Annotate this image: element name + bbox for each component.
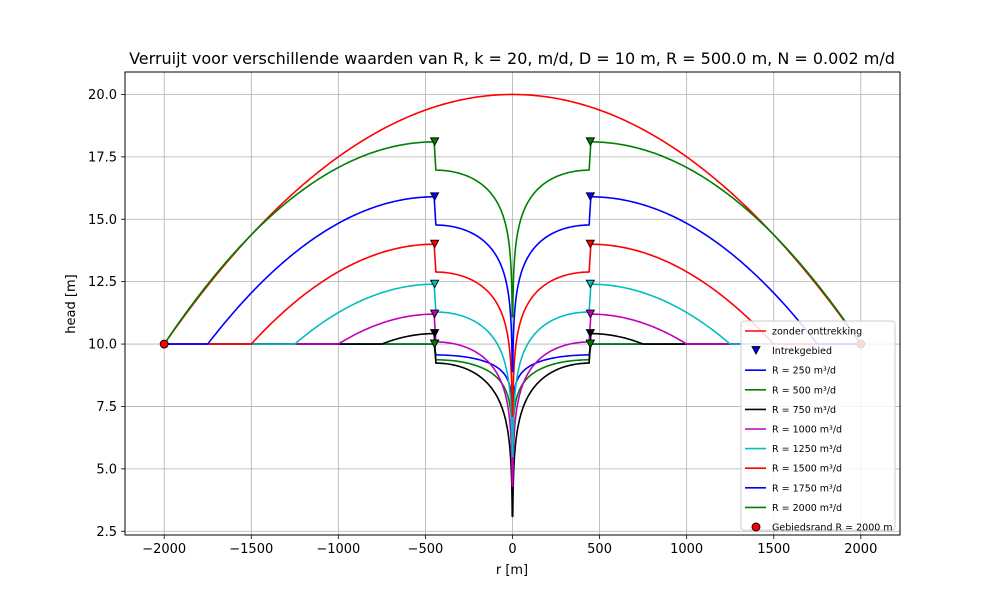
legend-label-9: R = 2000 m³/d: [772, 503, 842, 514]
x-tick-label: 500: [587, 542, 612, 557]
x-tick-label: 0: [508, 542, 516, 557]
x-tick-label: 2000: [844, 542, 877, 557]
intrekgebied-marker: [585, 339, 596, 349]
series-line-0: [163, 93, 862, 345]
legend-label-4: R = 750 m³/d: [772, 405, 836, 416]
legend-label-8: R = 1750 m³/d: [772, 483, 842, 494]
series-line-5: [164, 283, 861, 458]
intrekgebied-marker: [429, 329, 440, 339]
y-tick-label: 7.5: [96, 400, 117, 415]
legend-label-6: R = 1250 m³/d: [772, 444, 842, 455]
intrekgebied-marker: [585, 279, 596, 289]
intrekgebied-marker: [429, 239, 440, 249]
y-tick-label: 10.0: [88, 338, 117, 353]
x-tick-label: −500: [408, 542, 444, 557]
legend-label-1: Intrekgebied: [772, 346, 832, 357]
axis-ticks: −2000 −1500 −1000 −500 0 500 1000 1500 2000 2.5 5.…: [88, 88, 877, 557]
x-tick-label: −2000: [142, 542, 186, 557]
y-tick-label: 12.5: [88, 275, 117, 290]
y-tick-label: 2.5: [96, 525, 117, 540]
legend: zonder onttrekking Intrekgebied R = 250 m³…: [740, 320, 896, 534]
plot-markers: [159, 137, 866, 349]
legend-box: [740, 320, 896, 531]
y-tick-label: 17.5: [88, 150, 117, 165]
series-line-7: [164, 196, 861, 373]
chart-title: Verruijt voor verschillende waarden van …: [129, 49, 895, 68]
y-tick-label: 5.0: [96, 462, 117, 477]
legend-label-0: zonder onttrekking: [772, 327, 862, 338]
intrekgebied-marker: [429, 137, 440, 147]
series-line-8: [163, 141, 862, 345]
intrekgebied-marker: [585, 192, 596, 202]
intrekgebied-marker: [429, 309, 440, 319]
legend-label-2: R = 250 m³/d: [772, 366, 836, 377]
intrekgebied-marker: [429, 339, 440, 349]
legend-label-5: R = 1000 m³/d: [772, 425, 842, 436]
x-tick-label: 1500: [757, 542, 790, 557]
intrekgebied-marker: [429, 279, 440, 289]
intrekgebied-marker: [585, 309, 596, 319]
intrekgebied-marker: [429, 192, 440, 202]
legend-label-3: R = 500 m³/d: [772, 385, 836, 396]
intrekgebied-marker: [585, 329, 596, 339]
series-line-6: [164, 243, 861, 418]
y-tick-label: 20.0: [88, 88, 117, 103]
x-axis-label: r [m]: [496, 563, 528, 578]
x-tick-label: −1000: [316, 542, 360, 557]
intrekgebied-marker: [585, 239, 596, 249]
y-axis-label: head [m]: [64, 274, 79, 333]
x-tick-label: 1000: [670, 542, 703, 557]
legend-swatch-10: [751, 522, 761, 532]
y-tick-label: 15.0: [88, 213, 117, 228]
legend-label-10: Gebiedsrand R = 2000 m: [772, 523, 893, 534]
legend-label-7: R = 1500 m³/d: [772, 464, 842, 475]
plot-lines: [163, 93, 862, 518]
intrekgebied-marker: [585, 137, 596, 147]
gebiedsrand-marker: [159, 339, 169, 349]
legend-swatch-1: [751, 346, 761, 356]
x-tick-label: −1500: [229, 542, 273, 557]
